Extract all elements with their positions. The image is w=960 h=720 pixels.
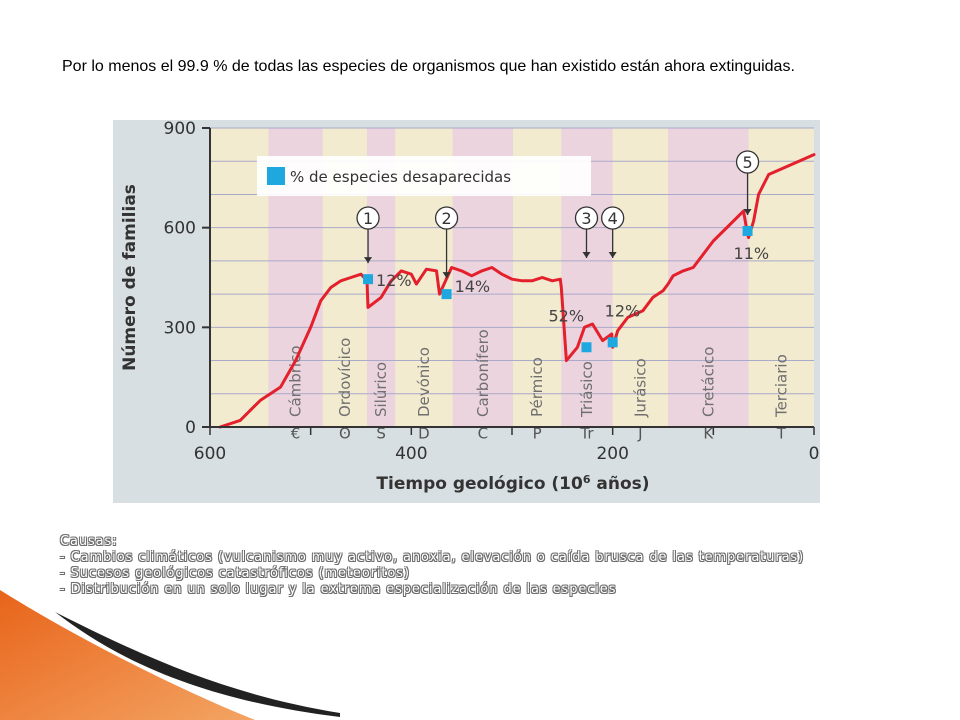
y-axis-title: Número de familias <box>120 184 140 371</box>
period-symbol-label: Tr <box>579 425 594 443</box>
legend-swatch <box>267 167 285 185</box>
extinction-percent-label: 11% <box>734 244 770 263</box>
period-name-label: Triásico <box>578 361 596 418</box>
decorative-swoosh <box>0 590 340 720</box>
period-name-label: Silúrico <box>372 362 390 417</box>
period-name-label: Terciario <box>772 354 790 418</box>
period-symbol-label: T <box>776 425 787 443</box>
period-name-label: Cretácico <box>699 347 717 417</box>
extinction-percent-label: 12% <box>376 271 412 290</box>
orange-swoosh-shape <box>0 590 255 720</box>
y-tick-label: 0 <box>185 418 196 438</box>
extinction-marker <box>607 337 618 348</box>
extinction-marker <box>441 289 452 300</box>
period-band <box>668 128 749 427</box>
event-arrow-head <box>582 252 591 258</box>
extinction-chart: % de especies desaparecidas Cámbrico € Ord… <box>113 120 820 503</box>
period-symbol-label: € <box>291 425 301 443</box>
legend-label: % de especies desaparecidas <box>290 168 511 186</box>
period-band <box>612 128 669 427</box>
y-tick-label: 900 <box>164 120 196 139</box>
extinction-percent-label: 12% <box>605 301 641 320</box>
x-tick-label: 200 <box>596 444 628 464</box>
period-name-label: Pérmico <box>528 357 546 417</box>
event-number-label: 4 <box>608 209 618 228</box>
event-arrow-head <box>608 252 617 258</box>
y-tick-label: 600 <box>164 219 196 239</box>
x-tick-label: 400 <box>395 444 427 464</box>
event-number-label: 2 <box>441 209 451 228</box>
event-number-label: 5 <box>742 153 752 172</box>
families-series-line <box>218 153 816 429</box>
period-symbol-label: C <box>478 425 488 443</box>
cause-item: - Distribución en un solo lugar y la ext… <box>60 582 617 597</box>
x-tick-label: 600 <box>194 444 226 464</box>
period-symbol-label: K <box>703 425 714 443</box>
legend-box <box>257 156 591 196</box>
period-symbol-label: S <box>376 425 386 443</box>
period-name-label: Carbonífero <box>474 329 492 417</box>
causes-heading: Causas: <box>60 534 118 549</box>
chart-svg: % de especies desaparecidas Cámbrico € Ord… <box>120 120 820 495</box>
extinction-marker <box>742 225 753 236</box>
period-name-label: Cámbrico <box>287 345 305 417</box>
period-symbol-label: J <box>637 425 642 443</box>
extinction-percent-label: 52% <box>548 306 584 325</box>
extinction-marker <box>363 274 374 285</box>
event-number-label: 3 <box>581 209 591 228</box>
period-name-label: Ordovícico <box>336 338 354 417</box>
period-name-label: Jurásico <box>631 358 649 418</box>
x-tick-label: 0 <box>809 444 820 464</box>
period-symbol-label: D <box>418 425 430 443</box>
event-arrow-head <box>743 208 752 215</box>
extinction-marker <box>581 342 592 353</box>
period-symbol-label: P <box>533 425 542 443</box>
event-arrow-head <box>364 257 373 264</box>
cause-item: - Cambios climáticos (vulcanismo muy act… <box>60 550 805 565</box>
causes-block: Causas: - Cambios climáticos (vulcanismo… <box>60 534 804 598</box>
extinction-percent-label: 14% <box>455 277 491 296</box>
slide-title: Por lo menos el 99.9 % de todas las espe… <box>62 58 795 75</box>
event-number-label: 1 <box>363 209 373 228</box>
period-name-label: Devónico <box>415 347 433 417</box>
y-tick-label: 300 <box>164 318 196 338</box>
period-symbol-label: ʘ <box>339 425 351 443</box>
event-arrow-head <box>442 272 451 279</box>
period-band <box>748 128 814 427</box>
x-axis-title: Tiempo geológico (106 años) <box>376 473 649 495</box>
cause-item: - Sucesos geológicos catastróficos (mete… <box>60 566 410 581</box>
